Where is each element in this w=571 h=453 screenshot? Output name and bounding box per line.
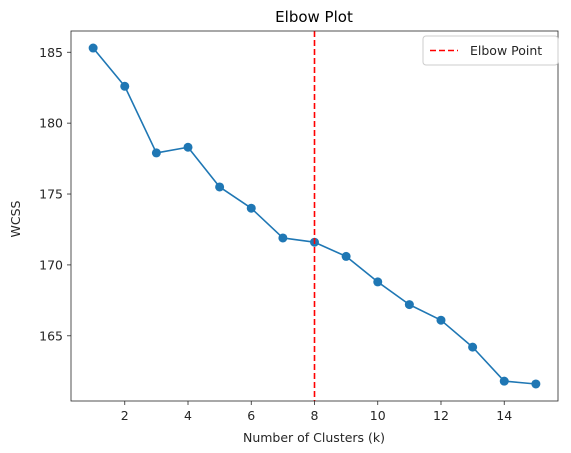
data-point-k7	[278, 233, 288, 243]
data-point-k2	[120, 81, 130, 91]
x-tick-label-4: 4	[184, 408, 192, 423]
data-point-k10	[373, 277, 383, 287]
x-tick-label-8: 8	[311, 408, 319, 423]
data-point-k6	[246, 203, 256, 213]
x-tick-label-6: 6	[247, 408, 255, 423]
x-tick-label-2: 2	[121, 408, 129, 423]
legend-box	[422, 35, 559, 66]
data-point-k4	[183, 142, 193, 152]
y-tick-label-175: 175	[39, 187, 63, 202]
x-tick-label-10: 10	[370, 408, 386, 423]
data-point-k14	[499, 376, 509, 386]
y-tick-label-185: 185	[39, 45, 63, 60]
plot-frame	[70, 30, 559, 402]
data-point-k11	[404, 300, 414, 310]
y-axis-label: WCSS	[8, 200, 23, 237]
data-point-k12	[436, 315, 446, 325]
data-point-k3	[151, 148, 161, 158]
data-point-k9	[341, 251, 351, 261]
x-axis-label: Number of Clusters (k)	[243, 430, 385, 445]
x-tick-label-14: 14	[496, 408, 512, 423]
y-tick-label-180: 180	[39, 116, 63, 131]
data-point-k1	[88, 43, 98, 53]
data-point-k13	[468, 342, 478, 352]
x-tick-label-12: 12	[433, 408, 449, 423]
chart-title: Elbow Plot	[275, 8, 353, 26]
data-point-k15	[531, 379, 541, 389]
data-point-k5	[215, 182, 225, 192]
y-tick-label-170: 170	[39, 257, 63, 272]
legend: Elbow Point	[422, 35, 559, 66]
legend-label-elbow-point: Elbow Point	[470, 43, 542, 58]
y-tick-label-165: 165	[39, 328, 63, 343]
plot-area: 2 4 6 8 10 12 14 165 170 175 180 185	[39, 30, 559, 423]
